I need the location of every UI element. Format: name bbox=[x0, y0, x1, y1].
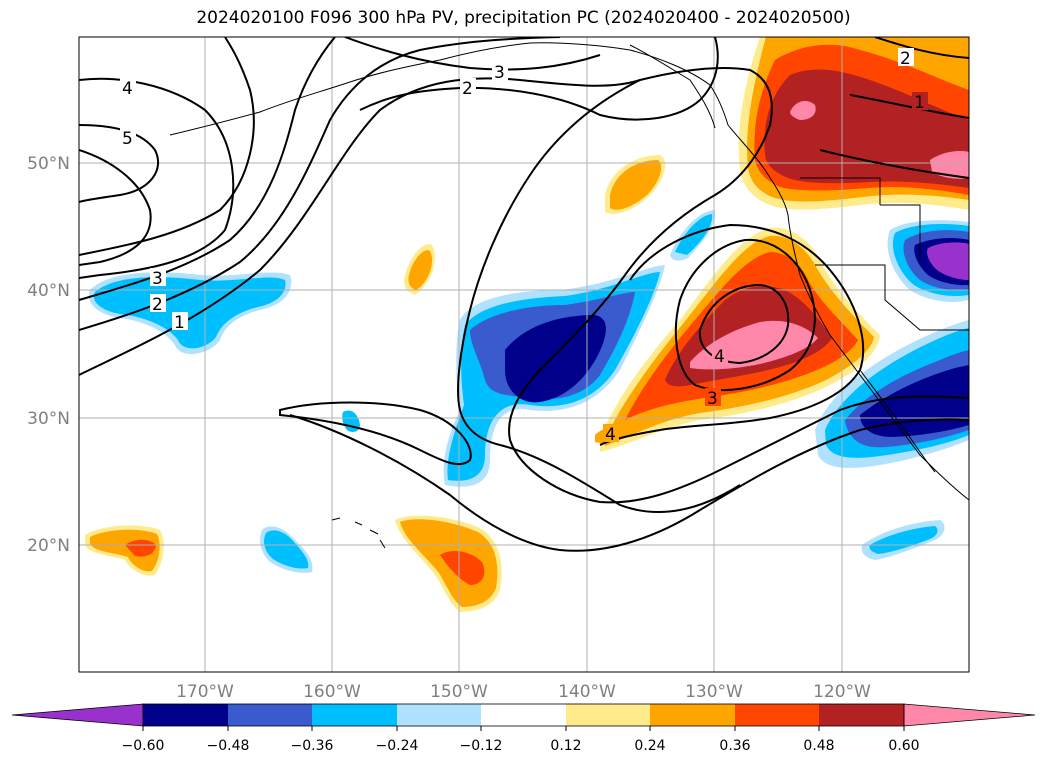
contour-label: 3 bbox=[707, 389, 718, 409]
gridlines bbox=[79, 37, 969, 672]
lon-tick-label: 140°W bbox=[558, 682, 616, 702]
lat-tick-label: 20°N bbox=[27, 536, 70, 556]
colorbar-segment bbox=[735, 704, 819, 726]
precip-anomaly-region bbox=[408, 250, 433, 290]
colorbar-extend-low bbox=[11, 703, 144, 727]
contour-label: 5 bbox=[122, 129, 133, 149]
precip-anomaly-region bbox=[264, 530, 309, 569]
precip-anomaly-region bbox=[869, 526, 938, 554]
contour-label: 3 bbox=[152, 269, 163, 289]
contour-label: 2 bbox=[152, 295, 163, 315]
precip-anomaly-region bbox=[790, 100, 816, 120]
colorbar-extend-high bbox=[903, 703, 1036, 727]
precip-anomaly-region bbox=[93, 277, 286, 349]
colorbar-tick-label: 0.12 bbox=[550, 738, 581, 754]
colorbar-segment bbox=[566, 704, 650, 726]
colorbar-segment bbox=[650, 704, 735, 726]
colorbar-segment bbox=[819, 704, 904, 726]
coastlines bbox=[169, 42, 969, 549]
precip-anomaly-region bbox=[440, 550, 485, 585]
colorbar-tick-label: 0.24 bbox=[634, 738, 665, 754]
contour-label: 2 bbox=[900, 49, 911, 69]
lon-tick-label: 170°W bbox=[176, 682, 234, 702]
pv-contours bbox=[79, 37, 969, 552]
lat-tick-label: 40°N bbox=[27, 281, 70, 301]
latitude-ticks: 50°N 40°N 30°N 20°N bbox=[27, 154, 70, 556]
colorbar-segment bbox=[312, 704, 397, 726]
map-border bbox=[78, 36, 970, 673]
contour-label: 4 bbox=[605, 425, 616, 445]
precip-anomaly-region bbox=[930, 150, 969, 179]
precip-anomaly-region bbox=[927, 242, 969, 280]
colorbar-tick-label: 0.60 bbox=[888, 738, 919, 754]
colorbar-segment bbox=[228, 704, 312, 726]
contour-label: 3 bbox=[494, 63, 505, 83]
colorbar-segment bbox=[397, 704, 481, 726]
contour-labels: 4 5 3 2 1 2 3 4 3 4 2 1 bbox=[120, 48, 928, 445]
precip-anomaly-region bbox=[610, 160, 662, 210]
longitude-ticks: 170°W 160°W 150°W 140°W 130°W 120°W bbox=[176, 682, 871, 702]
colorbar-tick-label: −0.60 bbox=[122, 738, 165, 754]
lon-tick-label: 160°W bbox=[303, 682, 361, 702]
colorbar-tick-label: −0.48 bbox=[207, 738, 250, 754]
colorbar-tick-label: 0.36 bbox=[719, 738, 750, 754]
precip-anomaly-region bbox=[125, 539, 156, 557]
colorbar-segment bbox=[481, 704, 566, 726]
lon-tick-label: 150°W bbox=[430, 682, 488, 702]
colorbar-segment bbox=[143, 704, 228, 726]
lon-tick-label: 130°W bbox=[685, 682, 743, 702]
contour-label: 2 bbox=[462, 79, 473, 99]
contour-label: 4 bbox=[714, 347, 725, 367]
contour-label: 4 bbox=[122, 79, 133, 99]
lon-tick-label: 120°W bbox=[813, 682, 871, 702]
page-title: 2024020100 F096 300 hPa PV, precipitatio… bbox=[196, 8, 851, 28]
lat-tick-label: 30°N bbox=[27, 409, 70, 429]
colorbar: −0.60 −0.48 −0.36 −0.24 −0.12 0.12 0.24 … bbox=[11, 703, 1036, 754]
lat-tick-label: 50°N bbox=[27, 154, 70, 174]
colorbar-tick-label: −0.12 bbox=[460, 738, 503, 754]
colorbar-tick-label: 0.48 bbox=[803, 738, 834, 754]
colorbar-tick-label: −0.24 bbox=[376, 738, 419, 754]
contour-label: 1 bbox=[914, 93, 925, 113]
contour-label: 1 bbox=[174, 313, 185, 333]
colorbar-tick-label: −0.36 bbox=[291, 738, 334, 754]
